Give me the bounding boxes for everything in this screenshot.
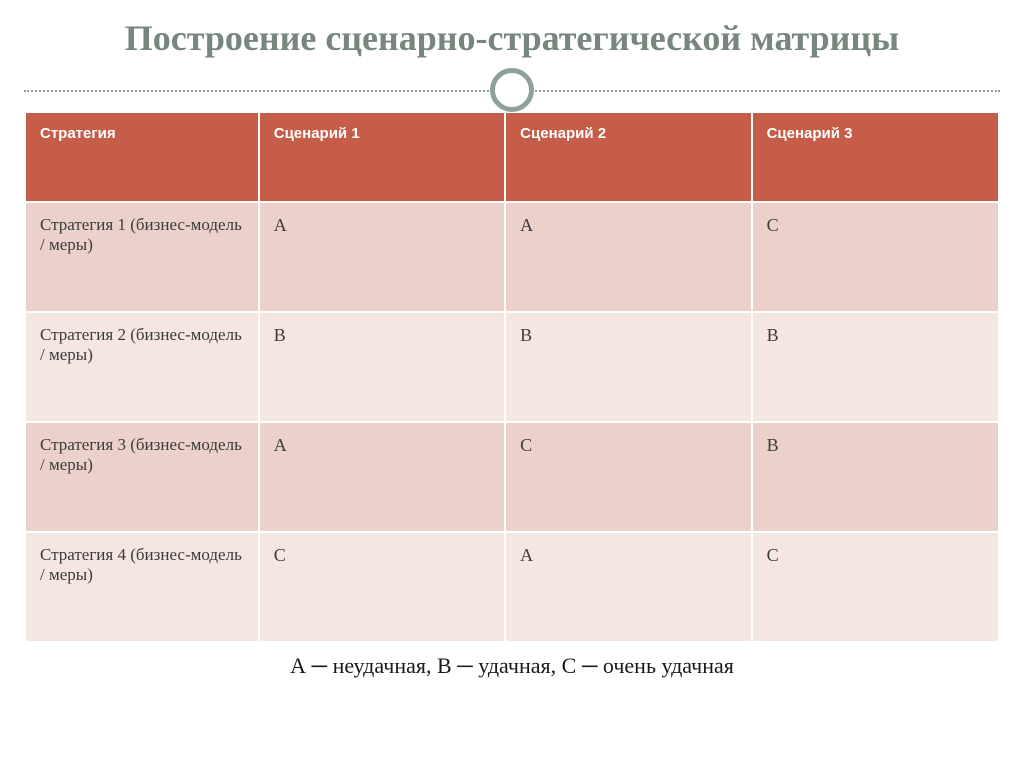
col-header-scenario-3: Сценарий 3 — [752, 112, 999, 202]
cell: A — [505, 202, 751, 312]
col-header-scenario-2: Сценарий 2 — [505, 112, 751, 202]
table-body: Стратегия 1 (бизнес-модель / меры) A A C… — [25, 202, 999, 642]
row-label: Стратегия 1 (бизнес-модель / меры) — [25, 202, 259, 312]
cell: B — [752, 312, 999, 422]
cell: C — [752, 202, 999, 312]
cell: C — [505, 422, 751, 532]
slide: Построение сценарно-стратегической матри… — [0, 0, 1024, 767]
col-header-scenario-1: Сценарий 1 — [259, 112, 505, 202]
cell: B — [752, 422, 999, 532]
cell: A — [505, 532, 751, 642]
table-row: Стратегия 3 (бизнес-модель / меры) A C B — [25, 422, 999, 532]
slide-title: Построение сценарно-стратегической матри… — [0, 0, 1024, 59]
row-label: Стратегия 3 (бизнес-модель / меры) — [25, 422, 259, 532]
row-label: Стратегия 4 (бизнес-модель / меры) — [25, 532, 259, 642]
cell: C — [259, 532, 505, 642]
cell: A — [259, 202, 505, 312]
matrix-table: Стратегия Сценарий 1 Сценарий 2 Сценарий… — [24, 111, 1000, 643]
row-label: Стратегия 2 (бизнес-модель / меры) — [25, 312, 259, 422]
table-row: Стратегия 2 (бизнес-модель / меры) B B B — [25, 312, 999, 422]
table-header-row: Стратегия Сценарий 1 Сценарий 2 Сценарий… — [25, 112, 999, 202]
cell: B — [259, 312, 505, 422]
matrix-table-wrap: Стратегия Сценарий 1 Сценарий 2 Сценарий… — [0, 111, 1024, 643]
table-row: Стратегия 1 (бизнес-модель / меры) A A C — [25, 202, 999, 312]
cell: C — [752, 532, 999, 642]
title-divider — [0, 65, 1024, 115]
divider-ring-icon — [490, 68, 534, 112]
cell: B — [505, 312, 751, 422]
cell: A — [259, 422, 505, 532]
legend-text: А ─ неудачная, В ─ удачная, С ─ очень уд… — [0, 653, 1024, 679]
table-row: Стратегия 4 (бизнес-модель / меры) C A C — [25, 532, 999, 642]
col-header-strategy: Стратегия — [25, 112, 259, 202]
